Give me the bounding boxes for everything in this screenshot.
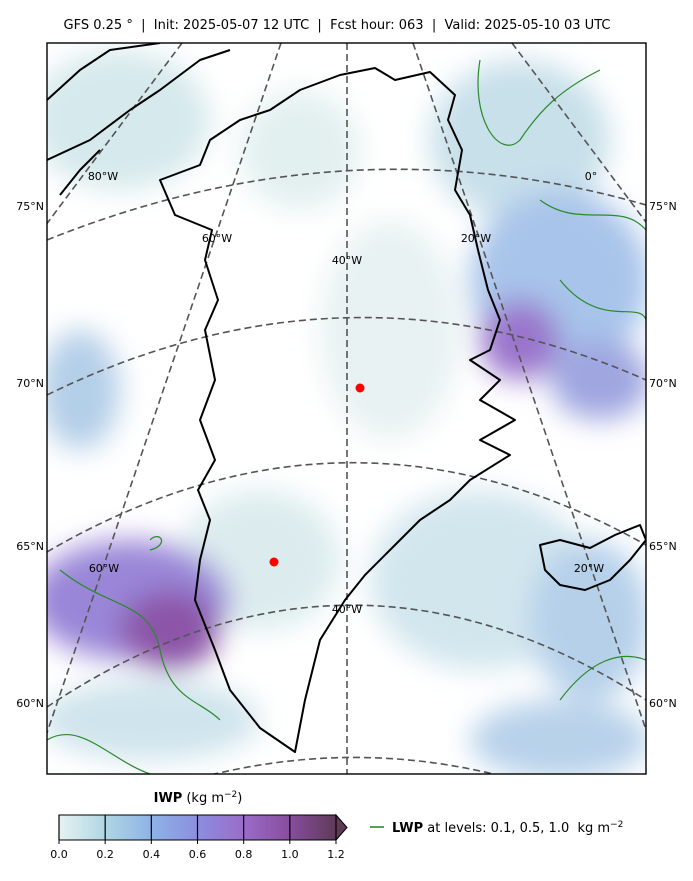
- lon-label: 0°: [585, 170, 598, 183]
- lon-label: 40°W: [332, 603, 362, 616]
- lat-label: 65°N: [649, 540, 677, 553]
- colorbar-tick-label: 1.0: [281, 848, 299, 861]
- colorbar-title: IWP (kg m−2): [154, 790, 243, 806]
- colorbar-tick-label: 0.8: [235, 848, 253, 861]
- lon-label: 60°W: [89, 562, 119, 575]
- lat-label: 65°N: [16, 540, 44, 553]
- ellesmere-coast: [47, 43, 231, 196]
- colorbar-unit-exp: −2: [224, 790, 237, 800]
- iceland-coast: [539, 524, 646, 591]
- lon-label: 60°W: [202, 232, 232, 245]
- map-frame: [46, 42, 647, 775]
- colorbar-tick-label: 0.0: [50, 848, 68, 861]
- lat-label: 75°N: [649, 200, 677, 213]
- colorbar-label: IWP: [154, 791, 183, 806]
- colorbar-tick-label: 0.2: [96, 848, 114, 861]
- lat-label: 60°N: [16, 697, 44, 710]
- colorbar: 0.0 0.2 0.4 0.6 0.8 1.0 1.2: [50, 813, 348, 861]
- lon-label: 20°W: [574, 562, 604, 575]
- colorbar-extend: [335, 813, 348, 842]
- marker: [355, 383, 365, 393]
- iwp-shading: [47, 50, 646, 774]
- lat-label: 60°N: [649, 697, 677, 710]
- lon-label: 40°W: [332, 254, 362, 267]
- marker: [269, 557, 279, 567]
- lon-label: 20°W: [461, 232, 491, 245]
- colorbar-tick-label: 0.4: [143, 848, 161, 861]
- colorbar-tick-label: 1.2: [327, 848, 345, 861]
- lat-label: 70°N: [16, 377, 44, 390]
- lwp-contours: [47, 59, 646, 774]
- lon-label: 80°W: [88, 170, 118, 183]
- colorbar-tick-label: 0.6: [189, 848, 207, 861]
- legend-levels: at levels: 0.1, 0.5, 1.0 kg m: [423, 821, 610, 836]
- lat-label: 70°N: [649, 377, 677, 390]
- legend-exp: −2: [610, 820, 623, 830]
- colorbar-unit: (kg m: [186, 791, 224, 806]
- title: GFS 0.25 ° | Init: 2025-05-07 12 UTC | F…: [64, 18, 611, 33]
- lat-label: 75°N: [16, 200, 44, 213]
- legend-text: LWP at levels: 0.1, 0.5, 1.0 kg m−2: [392, 820, 623, 836]
- legend-label: LWP: [392, 821, 423, 836]
- greenland-coast: [159, 67, 516, 753]
